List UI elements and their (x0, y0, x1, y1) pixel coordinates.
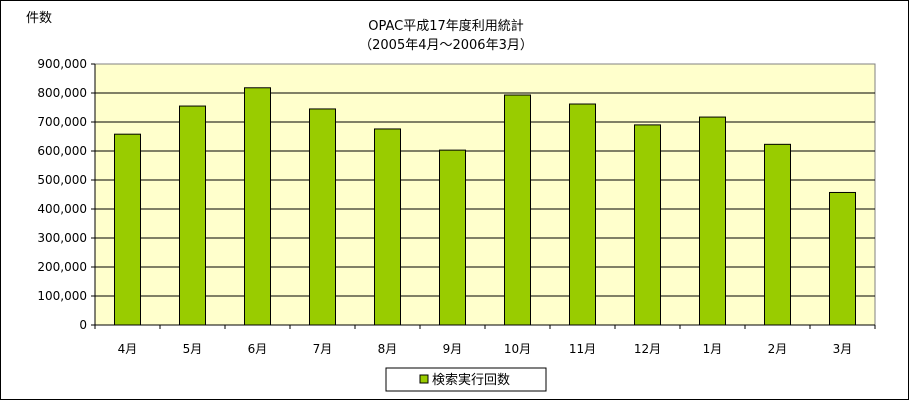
bars (114, 87, 856, 326)
y-tick-label: 400,000 (37, 202, 87, 216)
y-axis-ticks: 0 100,000 200,000 300,000 400,000 500,000 600,… (37, 57, 96, 332)
y-axis-unit-label: 件数 (26, 11, 52, 26)
y-tick-label: 700,000 (37, 115, 87, 129)
legend-label: 検索実行回数 (432, 372, 510, 388)
bar-2 (179, 105, 206, 326)
plot-area (94, 63, 876, 326)
x-axis-ticks: 4月 5月 6月 7月 8月 9月 10月 11月 12月 1月 2月 3月 (94, 324, 876, 356)
x-tick-label: 10月 (504, 342, 531, 356)
legend-box (385, 367, 547, 392)
x-tick-label: 12月 (634, 342, 661, 356)
x-tick-label: 5月 (183, 342, 203, 356)
legend: 検索実行回数 (385, 367, 547, 392)
y-tick-label: 0 (79, 318, 87, 332)
bar-6 (439, 149, 466, 326)
x-tick-label: 4月 (118, 342, 138, 356)
bar-5 (374, 128, 401, 326)
y-tick-label: 200,000 (37, 260, 87, 274)
chart-subtitle: （2005年4月～2006年3月） (359, 38, 533, 53)
x-tick-label: 7月 (313, 342, 333, 356)
gridlines (95, 92, 875, 297)
y-tick-label: 100,000 (37, 289, 87, 303)
x-tick-label: 8月 (378, 342, 398, 356)
y-tick-label: 900,000 (37, 57, 87, 71)
bar-9 (634, 124, 661, 326)
bar-3 (244, 87, 271, 326)
bar-8 (569, 103, 596, 326)
x-tick-label: 2月 (768, 342, 788, 356)
bar-4 (309, 108, 336, 326)
y-tick-label: 800,000 (37, 86, 87, 100)
bar-7 (504, 94, 531, 326)
y-tick-label: 600,000 (37, 144, 87, 158)
x-tick-label: 1月 (703, 342, 723, 356)
legend-swatch (419, 374, 429, 384)
y-tick-label: 500,000 (37, 173, 87, 187)
x-tick-label: 3月 (833, 342, 853, 356)
x-tick-label: 11月 (569, 342, 596, 356)
bar-10 (699, 116, 726, 326)
x-tick-label: 6月 (248, 342, 268, 356)
x-tick-label: 9月 (443, 342, 463, 356)
y-tick-label: 300,000 (37, 231, 87, 245)
chart-title: OPAC平成17年度利用統計 (368, 18, 524, 34)
bar-12 (829, 191, 856, 326)
bar-11 (764, 143, 791, 326)
bar-1 (114, 133, 141, 326)
